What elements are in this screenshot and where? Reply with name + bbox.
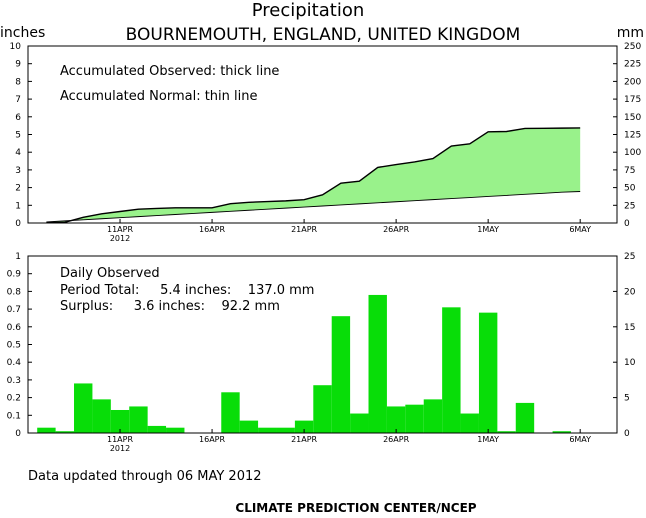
chart-subtitle: BOURNEMOUTH, ENGLAND, UNITED KINGDOM (126, 25, 521, 45)
bottom-y-right-tick-label: 10 (624, 358, 636, 368)
bottom-y-left-tick-label: 0.2 (7, 394, 21, 404)
top-y-left-tick-label: 0 (15, 219, 21, 229)
bottom-y-left-tick-label: 0.3 (7, 376, 21, 386)
bottom-y-left-tick-label: 0.4 (7, 358, 22, 368)
top-annotation-normal: Accumulated Normal: thin line (60, 89, 258, 104)
data-updated-footer: Data updated through 06 MAY 2012 (28, 469, 262, 484)
daily-bar (129, 406, 148, 433)
top-y-left-tick-label: 1 (15, 201, 21, 211)
bottom-x-tick-label: 2012 (110, 444, 130, 453)
bottom-y-left-tick-label: 1 (15, 252, 21, 262)
accumulated-surplus-area (46, 127, 581, 223)
unit-left-label: inches (0, 25, 45, 41)
bottom-y-left-tick-label: 0.5 (7, 341, 21, 351)
daily-bar (497, 431, 516, 433)
bottom-x-tick-label: 21APR (291, 435, 317, 444)
top-y-right-tick-label: 125 (624, 131, 641, 141)
bottom-y-right-tick-label: 5 (624, 394, 630, 404)
bottom-y-left-tick-label: 0.9 (7, 270, 22, 280)
top-x-tick-label: 11APR (107, 225, 133, 234)
daily-bar (423, 399, 443, 433)
daily-bar (258, 427, 277, 433)
top-y-left-tick-label: 10 (10, 42, 22, 52)
top-y-right-tick-label: 75 (624, 166, 635, 176)
bottom-x-tick-label: 16APR (199, 435, 225, 444)
top-x-tick-label: 1MAY (477, 225, 499, 234)
top-x-tick-label: 16APR (199, 225, 225, 234)
daily-bar (386, 406, 406, 433)
top-y-left-tick-label: 8 (15, 77, 21, 87)
bottom-y-left-tick-label: 0 (15, 429, 21, 439)
top-y-right-tick-label: 200 (624, 77, 641, 87)
top-y-right-tick-label: 150 (624, 113, 641, 123)
daily-bar (405, 404, 424, 433)
top-y-left-tick-label: 6 (15, 113, 21, 123)
accumulated-normal-line (46, 191, 581, 223)
bottom-y-left-tick-label: 0.1 (7, 411, 21, 421)
bottom-y-right-tick-label: 15 (624, 323, 635, 333)
bottom-x-tick-label: 11APR (107, 435, 133, 444)
daily-bar (74, 383, 93, 433)
top-y-right-tick-label: 175 (624, 95, 641, 105)
bottom-y-left-tick-label: 0.6 (7, 323, 22, 333)
daily-bar (515, 402, 535, 433)
chart-title: Precipitation (252, 0, 365, 21)
bottom-x-tick-label: 1MAY (477, 435, 499, 444)
bottom-x-tick-label: 26APR (383, 435, 409, 444)
daily-bar (221, 392, 240, 433)
daily-bar (55, 431, 75, 433)
top-y-left-tick-label: 9 (15, 60, 21, 70)
bottom-x-tick-label: 6MAY (569, 435, 591, 444)
top-y-left-tick-label: 4 (15, 148, 21, 158)
daily-bar (442, 307, 461, 433)
daily-bar (110, 409, 130, 433)
daily-bar (460, 413, 479, 433)
bottom-y-right-tick-label: 20 (624, 287, 636, 297)
top-y-right-tick-label: 25 (624, 201, 635, 211)
top-x-tick-label: 2012 (110, 234, 130, 243)
top-x-tick-label: 21APR (291, 225, 317, 234)
daily-panel: 00.10.20.30.40.50.60.70.80.9105101520251… (7, 252, 636, 453)
daily-bar (350, 413, 369, 433)
top-y-right-tick-label: 225 (624, 60, 641, 70)
daily-bar (294, 420, 314, 433)
top-y-left-tick-label: 5 (15, 131, 21, 141)
accumulated-panel: 0123456789100255075100125150175200225250… (10, 42, 642, 243)
daily-bar (552, 431, 571, 433)
daily-bar (313, 385, 332, 433)
period-total-text: Period Total: 5.4 inches: 137.0 mm (60, 283, 314, 298)
daily-bar (92, 399, 111, 433)
bottom-y-right-tick-label: 25 (624, 252, 635, 262)
top-x-tick-label: 6MAY (569, 225, 591, 234)
daily-bar (37, 427, 56, 433)
daily-observed-label: Daily Observed (60, 266, 160, 281)
bottom-y-left-tick-label: 0.7 (7, 305, 21, 315)
top-y-right-tick-label: 250 (624, 42, 641, 52)
daily-bar (368, 294, 387, 433)
daily-bar (166, 427, 185, 433)
bottom-y-left-tick-label: 0.8 (7, 287, 22, 297)
top-y-right-tick-label: 0 (624, 219, 630, 229)
unit-right-label: mm (617, 25, 644, 41)
top-y-left-tick-label: 7 (15, 95, 21, 105)
top-annotation-observed: Accumulated Observed: thick line (60, 64, 279, 79)
daily-bar (147, 425, 167, 433)
accumulated-observed-line (46, 127, 581, 224)
top-y-left-tick-label: 2 (15, 184, 21, 194)
top-y-right-tick-label: 50 (624, 184, 636, 194)
top-y-left-tick-label: 3 (15, 166, 21, 176)
top-y-right-tick-label: 100 (624, 148, 641, 158)
daily-bar (276, 427, 295, 433)
bottom-y-right-tick-label: 0 (624, 429, 630, 439)
daily-bar (478, 312, 498, 433)
daily-bar (331, 316, 351, 433)
credit-line: CLIMATE PREDICTION CENTER/NCEP (235, 501, 476, 515)
surplus-text: Surplus: 3.6 inches: 92.2 mm (60, 299, 280, 314)
daily-bar (239, 420, 259, 433)
top-x-tick-label: 26APR (383, 225, 409, 234)
